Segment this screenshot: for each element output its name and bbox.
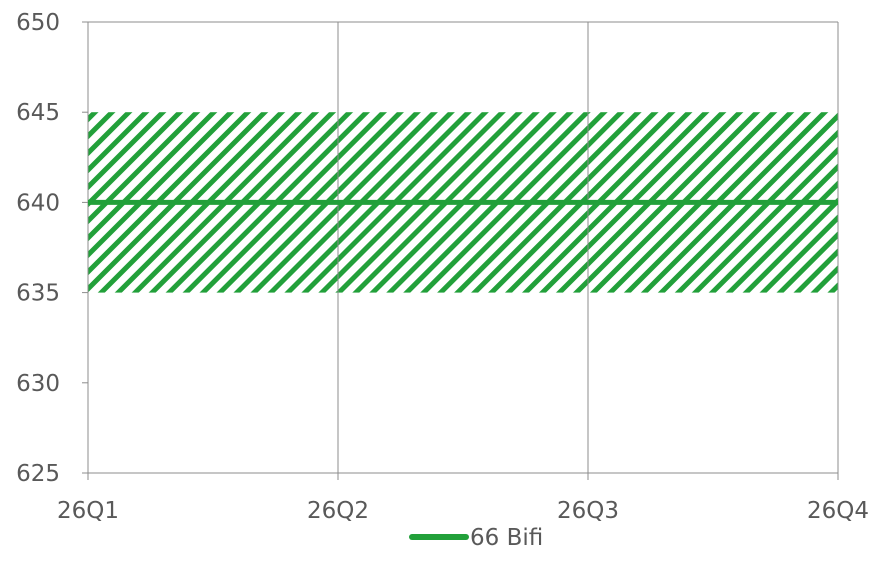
axis-layer: 625 630 635 640 645 650 26Q1 26Q2 26Q3 26Q4 bbox=[16, 10, 869, 524]
legend: 66 Bifi bbox=[409, 525, 543, 551]
y-tick-label-625: 625 bbox=[16, 461, 60, 487]
y-tick-label-640: 640 bbox=[16, 190, 60, 216]
y-tick-label-650: 650 bbox=[16, 10, 60, 36]
y-tick-label-630: 630 bbox=[16, 371, 60, 397]
legend-label-66-bifi: 66 Bifi bbox=[470, 525, 543, 551]
x-tick-label-26q3: 26Q3 bbox=[557, 498, 619, 524]
x-tick-label-26q2: 26Q2 bbox=[307, 498, 369, 524]
y-tick-label-635: 635 bbox=[16, 281, 60, 307]
y-tick-label-645: 645 bbox=[16, 100, 60, 126]
grid-layer bbox=[87, 21, 839, 474]
x-tick-label-26q1: 26Q1 bbox=[57, 498, 119, 524]
x-tick-label-26q4: 26Q4 bbox=[807, 498, 869, 524]
